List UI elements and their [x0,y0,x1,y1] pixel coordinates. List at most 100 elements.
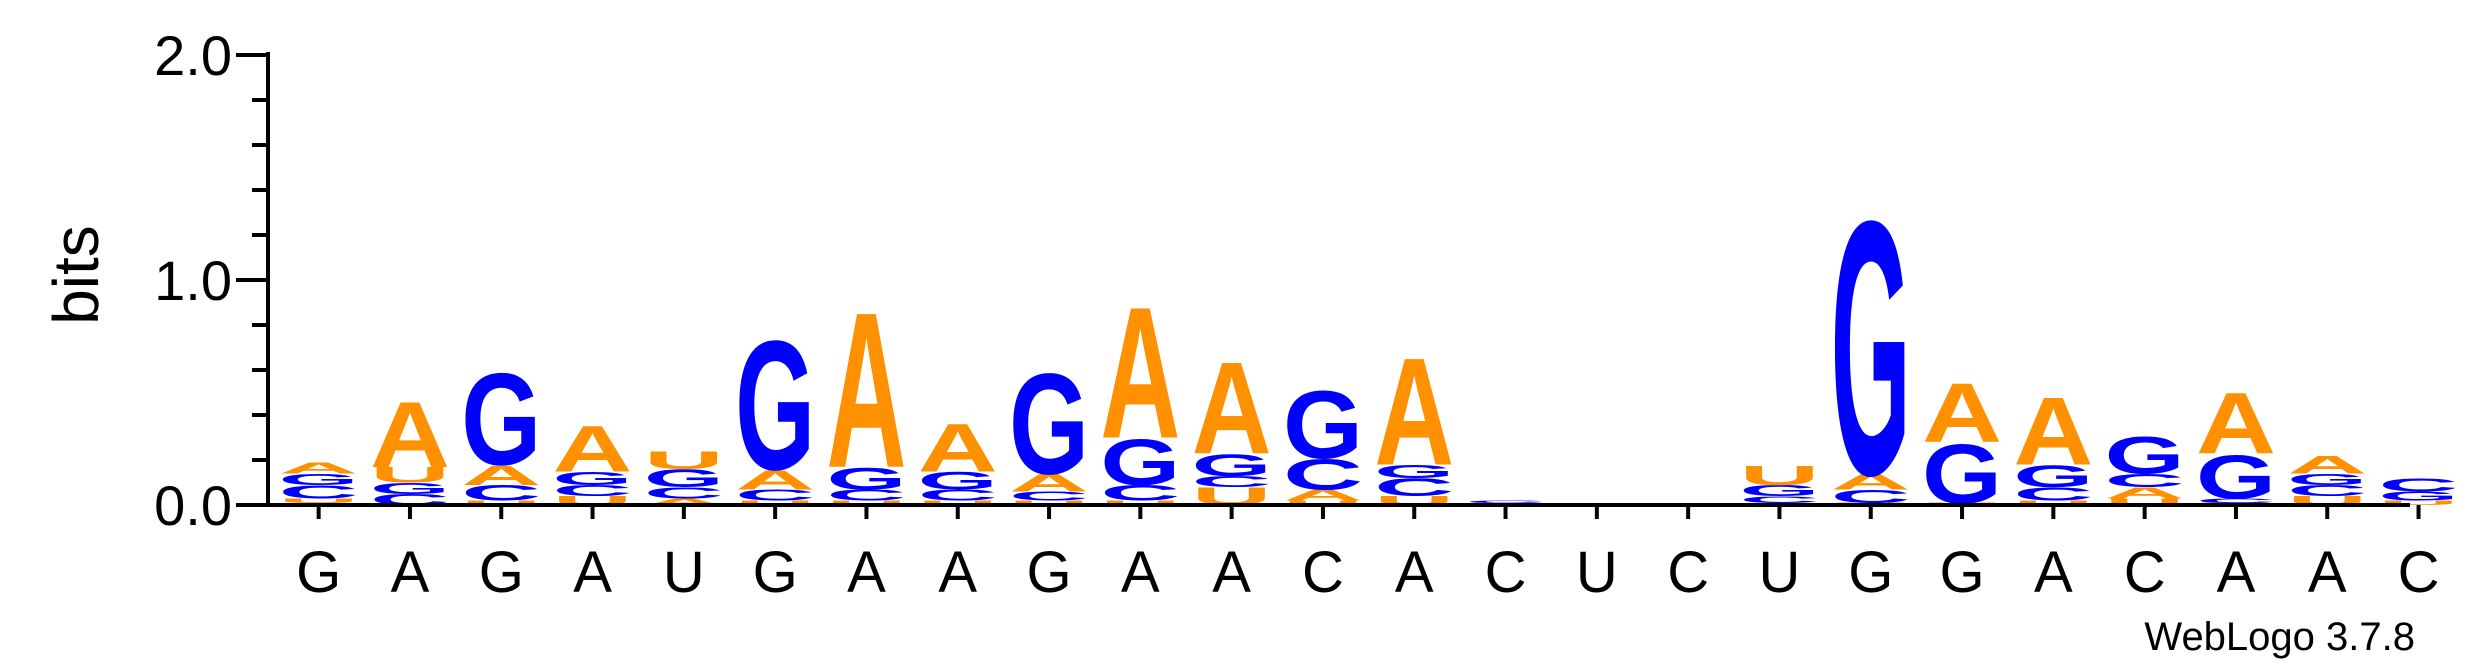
logo-letter-C: C [1100,481,1180,505]
logo-letter-A: A [826,267,906,515]
position-label: A [573,540,612,605]
position-label: G [1026,540,1071,605]
logo-letter-C: C [2379,475,2459,496]
logo-letter-C: C [2105,470,2185,491]
weblogo-version-label: WebLogo 3.7.8 [2144,615,2415,659]
logo-letter-G: G [2105,426,2185,485]
position-label: A [938,540,977,605]
position-label: A [2217,540,2256,605]
logo-letter-G: G [1831,147,1911,551]
position-label: A [1212,540,1251,605]
position-label: A [847,540,886,605]
logo-letter-C: C [279,481,359,502]
logo-letter-U: U [918,499,998,506]
logo-letter-U: U [461,499,541,506]
logo-letter-U: U [1739,460,1819,491]
logo-letter-A: A [918,409,998,486]
logo-letter-A: A [370,382,450,487]
logo-letter-C: C [918,486,998,504]
position-label: G [479,540,524,605]
logo-letter-G: G [918,467,998,495]
y-tick-label: 0.0 [154,474,232,537]
logo-letter-C: C [1009,489,1089,503]
axes: 0.01.02.0G A G A U G A A G A A C A C U C U G G A C A A C [154,24,2439,605]
position-label: A [2034,540,2073,605]
position-label: U [1759,540,1801,605]
logo-letter-C: C [1831,486,1911,507]
logo-letter-U: U [826,499,906,506]
logo-letter-G: G [1283,371,1363,479]
logo-letter-U: U [1100,499,1180,506]
position-label: G [1848,540,1893,605]
position-label: U [663,540,705,605]
logo-letter-C: C [2287,482,2367,500]
logo-letter-G: G [1009,345,1089,505]
logo-letter-C: C [2013,484,2093,505]
position-label: C [2398,540,2440,605]
logo-letter-C: C [644,484,724,502]
y-tick-label: 1.0 [154,249,232,312]
logo-letter-U: U [370,463,450,487]
logo-letter-G: G [1374,461,1454,482]
logo-letter-U: U [644,447,724,475]
position-label: A [391,540,430,605]
logo-letter-U: U [279,497,359,504]
position-label: G [1939,540,1984,605]
logo-letter-C: C [735,486,815,504]
logo-letter-G: G [2013,459,2093,494]
position-label: A [1121,540,1160,605]
logo-letter-U: U [2105,497,2185,507]
logo-letter-C: C [1192,473,1272,491]
logo-letter-G: G [370,480,450,498]
logo-letter-G: G [279,471,359,489]
position-label: C [1302,540,1344,605]
logo-letter-A: A [279,459,359,477]
logo-letter-G: G [826,461,906,496]
logo-letter-A: A [2196,375,2276,472]
logo-letter-G: G [1100,426,1180,499]
logo-letter-A: A [1192,334,1272,481]
logo-letter-U: U [735,499,815,506]
position-label: C [1485,540,1527,605]
position-label: A [1395,540,1434,605]
logo-letter-G: G [2287,471,2367,489]
logo-letter-A: A [553,413,633,486]
logo-letter-G: G [644,464,724,492]
logo-letter-C: C [1283,450,1363,499]
logo-letter-A: A [1100,268,1180,477]
logo-letter-A: A [1831,470,1911,494]
logo-letter-G: G [1192,448,1272,483]
logo-letter-A: A [2287,451,2367,479]
logo-letter-U: U [2379,499,2459,506]
logo-letter-A: A [644,497,724,507]
logo-letter-G: G [1739,482,1819,500]
logo-letter-A: A [1374,327,1454,498]
position-label: U [1576,540,1618,605]
logo-letter-C: C [1374,474,1454,502]
logo-letter-C: C [461,481,541,505]
position-label: C [1667,540,1709,605]
y-axis-label: bits [40,225,112,325]
logo-letter-C: C [2196,497,2276,504]
position-label: G [296,540,341,605]
logo-letter-A: A [2013,378,2093,486]
logo-letter-C: C [553,482,633,500]
logo-letter-A: A [1283,486,1363,504]
logo-letter-G: G [461,345,541,492]
logo-letter-C: C [826,486,906,504]
logo-letter-A: A [735,464,815,495]
logo-letter-C: C [1739,494,1819,504]
logo-letter-G: G [735,302,815,508]
position-label: G [753,540,798,605]
logo-letter-C: C [1466,500,1546,504]
logo-letter-A: A [1922,366,2002,460]
logo-letter-A: A [1009,469,1089,497]
logo-letter-U: U [1283,499,1363,506]
position-label: A [2308,540,2347,605]
logo-letter-U: U [2013,499,2093,506]
y-tick-label: 2.0 [154,24,232,87]
logo-letter-A: A [2105,484,2185,502]
logo-letter-G: G [2379,489,2459,503]
